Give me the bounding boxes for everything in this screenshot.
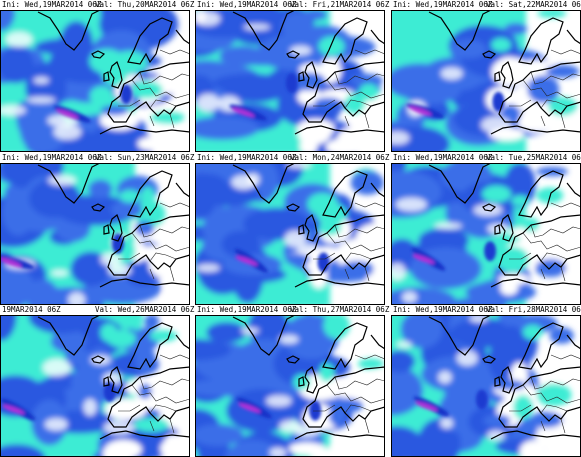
valid-time: Val: Tue,25MAR2014 06Z xyxy=(486,153,581,162)
init-time: Ini: Wed,19MAR2014 06Z xyxy=(2,153,102,162)
valid-time: Val: Mon,24MAR2014 06Z xyxy=(290,153,390,162)
weather-map xyxy=(195,163,385,305)
valid-time: Val: Sat,22MAR2014 06Z xyxy=(486,0,581,9)
forecast-panel: 19MAR2014 06Z Val: Wed,26MAR2014 06Z xyxy=(0,305,195,457)
init-time: 19MAR2014 06Z xyxy=(2,305,61,314)
valid-time: Val: Fri,28MAR2014 06Z xyxy=(486,305,581,314)
weather-map xyxy=(0,163,190,305)
valid-time: Val: Thu,27MAR2014 06Z xyxy=(290,305,390,314)
valid-time: Val: Fri,21MAR2014 06Z xyxy=(290,0,390,9)
valid-time: Val: Sun,23MAR2014 06Z xyxy=(95,153,195,162)
init-time: Ini: Wed,19MAR2014 06Z xyxy=(393,0,493,9)
init-time: Ini: Wed,19MAR2014 06Z xyxy=(2,0,102,9)
init-time: Ini: Wed,19MAR2014 06Z xyxy=(393,153,493,162)
weather-map xyxy=(0,315,190,457)
weather-map xyxy=(195,10,385,152)
init-time: Ini: Wed,19MAR2014 06Z xyxy=(197,153,297,162)
valid-time: Val: Wed,26MAR2014 06Z xyxy=(95,305,195,314)
weather-map xyxy=(391,10,581,152)
valid-time: Val: Thu,20MAR2014 06Z xyxy=(95,0,195,9)
init-time: Ini: Wed,19MAR2014 06Z xyxy=(197,0,297,9)
weather-map xyxy=(391,315,581,457)
weather-map xyxy=(391,163,581,305)
weather-map xyxy=(0,10,190,152)
init-time: Ini: Wed,19MAR2014 06Z xyxy=(393,305,493,314)
init-time: Ini: Wed,19MAR2014 06Z xyxy=(197,305,297,314)
weather-map xyxy=(195,315,385,457)
